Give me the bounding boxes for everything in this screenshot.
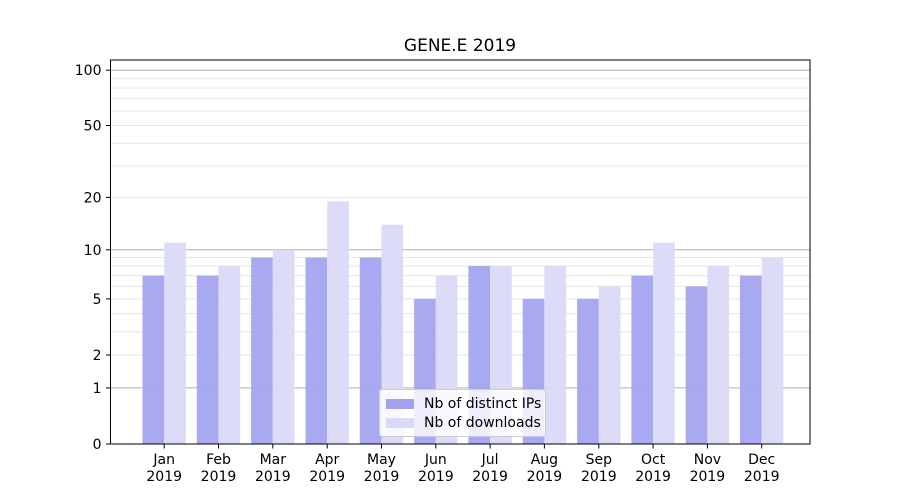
x-tick-label-month-oct-2019: Oct (641, 452, 666, 468)
x-tick-label-month-sep-2019: Sep (586, 452, 613, 468)
x-tick-label-year-mar-2019: 2019 (255, 469, 291, 485)
legend-swatch-downloads (386, 417, 414, 428)
x-tick-label-year-dec-2019: 2019 (744, 469, 780, 485)
y-tick-label-1: 1 (93, 381, 102, 397)
bar-nb-of-downloads-dec-2019 (761, 257, 784, 444)
y-tick-label-20: 20 (84, 190, 102, 206)
y-tick-label-0: 0 (93, 437, 102, 453)
bar-nb-of-distinct-ips-nov-2019 (685, 286, 708, 444)
bar-nb-of-distinct-ips-mar-2019 (251, 257, 273, 444)
x-tick-label-month-mar-2019: Mar (260, 452, 287, 468)
legend-item-distinct-ips: Nb of distinct IPs (386, 395, 541, 413)
chart-title: GENE.E 2019 (403, 36, 517, 56)
x-tick-label-month-apr-2019: Apr (315, 452, 339, 468)
bar-nb-of-downloads-aug-2019 (544, 266, 567, 444)
bar-nb-of-downloads-jan-2019 (164, 242, 186, 444)
x-tick-label-month-feb-2019: Feb (206, 452, 231, 468)
x-tick-label-year-oct-2019: 2019 (635, 469, 671, 485)
bar-nb-of-downloads-feb-2019 (218, 266, 241, 444)
x-tick-label-month-may-2019: May (367, 452, 396, 468)
x-tick-label-month-jun-2019: Jun (424, 452, 447, 468)
bar-nb-of-distinct-ips-dec-2019 (740, 275, 762, 444)
x-tick-label-year-jun-2019: 2019 (418, 469, 454, 485)
x-tick-label-year-jan-2019: 2019 (146, 469, 182, 485)
y-axis: 0 1 2 5 10 20 50 100 (75, 63, 111, 453)
x-tick-label-month-nov-2019: Nov (694, 452, 721, 468)
x-tick-label-year-may-2019: 2019 (364, 469, 400, 485)
y-tick-label-5: 5 (93, 292, 102, 308)
y-gridlines (110, 69, 810, 389)
x-tick-label-year-nov-2019: 2019 (690, 469, 726, 485)
bar-nb-of-downloads-sep-2019 (598, 286, 621, 444)
plot-border (110, 59, 811, 445)
bar-nb-of-downloads-nov-2019 (707, 266, 730, 444)
legend-label-distinct-ips: Nb of distinct IPs (424, 396, 542, 413)
x-tick-label-month-dec-2019: Dec (748, 452, 775, 468)
x-tick-label-month-aug-2019: Aug (531, 452, 558, 468)
legend-label-downloads: Nb of downloads (424, 414, 541, 431)
bar-nb-of-downloads-apr-2019 (327, 201, 349, 444)
y-tick-label-50: 50 (84, 119, 102, 135)
x-axis: Jan2019Feb2019Mar2019Apr2019May2019Jun20… (146, 444, 780, 485)
bar-nb-of-distinct-ips-may-2019 (359, 257, 382, 444)
bar-nb-of-distinct-ips-sep-2019 (577, 298, 599, 444)
legend-swatch-distinct-ips (386, 399, 414, 410)
x-tick-label-year-jul-2019: 2019 (472, 469, 508, 485)
bar-nb-of-downloads-mar-2019 (272, 249, 295, 444)
bar-nb-of-distinct-ips-apr-2019 (305, 257, 328, 444)
y-tick-label-10: 10 (84, 243, 102, 259)
bar-nb-of-distinct-ips-oct-2019 (631, 275, 654, 444)
x-tick-label-year-apr-2019: 2019 (309, 469, 345, 485)
y-tick-label-2: 2 (93, 348, 102, 364)
legend-item-downloads: Nb of downloads (386, 414, 541, 432)
y-tick-label-100: 100 (75, 63, 102, 79)
bar-nb-of-distinct-ips-jan-2019 (142, 275, 165, 444)
x-tick-label-month-jan-2019: Jan (152, 452, 175, 468)
x-tick-label-year-aug-2019: 2019 (527, 469, 563, 485)
x-tick-label-year-feb-2019: 2019 (201, 469, 237, 485)
bar-nb-of-distinct-ips-feb-2019 (196, 275, 219, 444)
x-tick-label-year-sep-2019: 2019 (581, 469, 617, 485)
bar-nb-of-downloads-oct-2019 (653, 242, 675, 444)
x-tick-label-month-jul-2019: Jul (481, 452, 499, 468)
legend: Nb of distinct IPs Nb of downloads (379, 389, 546, 437)
